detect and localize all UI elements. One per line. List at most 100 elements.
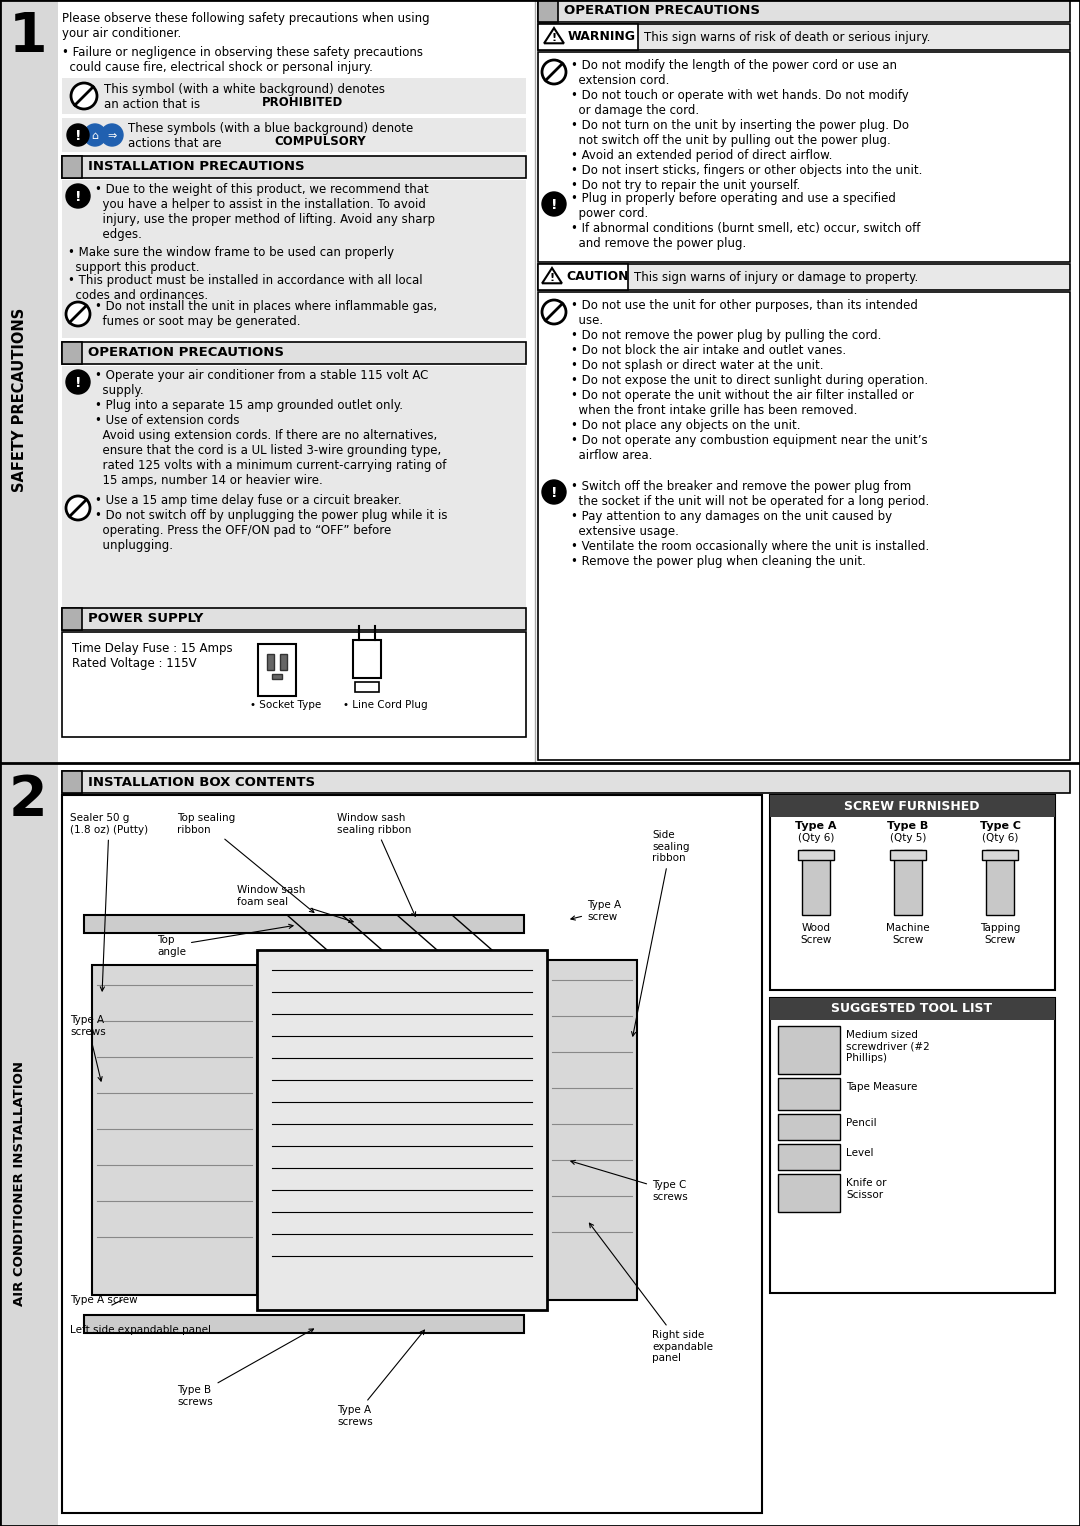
- Bar: [890, 850, 926, 861]
- Text: Time Delay Fuse : 15 Amps
Rated Voltage : 115V: Time Delay Fuse : 15 Amps Rated Voltage …: [72, 642, 232, 670]
- Text: OPERATION PRECAUTIONS: OPERATION PRECAUTIONS: [564, 5, 760, 17]
- Text: SAFETY PRECAUTIONS: SAFETY PRECAUTIONS: [13, 308, 27, 491]
- Bar: [62, 795, 762, 1512]
- Bar: [92, 964, 257, 1296]
- Text: • Due to the weight of this product, we recommend that
  you have a helper to as: • Due to the weight of this product, we …: [95, 183, 435, 241]
- Text: Type A: Type A: [795, 821, 837, 832]
- Bar: [538, 24, 1070, 50]
- Text: WARNING: WARNING: [568, 31, 636, 44]
- Text: CAUTION: CAUTION: [566, 270, 629, 284]
- Bar: [62, 78, 526, 114]
- Bar: [798, 850, 834, 861]
- Text: Type A
screws: Type A screws: [70, 1015, 106, 1080]
- Text: Type A
screw: Type A screw: [571, 900, 621, 922]
- Text: Side
sealing
ribbon: Side sealing ribbon: [632, 830, 689, 1036]
- Text: Type B: Type B: [888, 821, 929, 832]
- Text: Type C
screws: Type C screws: [571, 1160, 688, 1201]
- Circle shape: [66, 369, 90, 394]
- Text: (Qty 6): (Qty 6): [982, 833, 1018, 842]
- Text: • Do not install the unit in places where inflammable gas,
  fumes or soot may b: • Do not install the unit in places wher…: [95, 301, 437, 328]
- Circle shape: [102, 124, 123, 146]
- Circle shape: [84, 124, 106, 146]
- Text: Machine
Screw: Machine Screw: [887, 923, 930, 945]
- Text: ⇒: ⇒: [107, 131, 117, 140]
- Text: Top sealing
ribbon: Top sealing ribbon: [177, 813, 314, 913]
- Circle shape: [542, 301, 566, 324]
- Text: POWER SUPPLY: POWER SUPPLY: [87, 612, 203, 626]
- Text: Medium sized
screwdriver (#2
Phillips): Medium sized screwdriver (#2 Phillips): [846, 1030, 930, 1064]
- Bar: [62, 771, 82, 794]
- Text: These symbols (with a blue background) denote
actions that are: These symbols (with a blue background) d…: [129, 122, 414, 150]
- Bar: [84, 1315, 524, 1334]
- Text: INSTALLATION BOX CONTENTS: INSTALLATION BOX CONTENTS: [87, 775, 315, 789]
- Text: Type B
screws: Type B screws: [177, 1329, 313, 1407]
- Circle shape: [542, 60, 566, 84]
- Bar: [62, 156, 82, 179]
- Polygon shape: [542, 269, 562, 284]
- Text: Knife or
Scissor: Knife or Scissor: [846, 1178, 887, 1199]
- Text: AIR CONDITIONER INSTALLATION: AIR CONDITIONER INSTALLATION: [13, 1061, 27, 1306]
- Text: Wood
Screw: Wood Screw: [800, 923, 832, 945]
- Text: COMPULSORY: COMPULSORY: [274, 134, 366, 148]
- Text: !: !: [75, 130, 81, 143]
- Bar: [62, 366, 526, 617]
- Text: • Operate your air conditioner from a stable 115 volt AC
  supply.
• Plug into a: • Operate your air conditioner from a st…: [95, 369, 446, 487]
- Bar: [62, 342, 82, 365]
- Circle shape: [66, 185, 90, 208]
- Text: SCREW FURNISHED: SCREW FURNISHED: [845, 800, 980, 812]
- Text: OPERATION PRECAUTIONS: OPERATION PRECAUTIONS: [87, 346, 284, 360]
- Circle shape: [66, 496, 90, 520]
- Bar: [538, 0, 1070, 21]
- Text: • This product must be installed in accordance with all local
  codes and ordina: • This product must be installed in acco…: [68, 275, 422, 302]
- Bar: [0, 763, 58, 1526]
- Text: Right side
expandable
panel: Right side expandable panel: [590, 1224, 713, 1363]
- Bar: [894, 850, 922, 916]
- Bar: [62, 156, 526, 179]
- Bar: [770, 998, 1055, 1293]
- Text: 2: 2: [9, 774, 48, 827]
- Bar: [986, 850, 1014, 916]
- Text: • Make sure the window frame to be used can properly
  support this product.: • Make sure the window frame to be used …: [68, 246, 394, 275]
- Bar: [982, 850, 1018, 861]
- Text: Tapping
Screw: Tapping Screw: [980, 923, 1021, 945]
- Text: • Socket Type: • Socket Type: [249, 700, 321, 710]
- Bar: [84, 916, 524, 932]
- Bar: [538, 0, 558, 21]
- Text: • Switch off the breaker and remove the power plug from
  the socket if the unit: • Switch off the breaker and remove the …: [571, 481, 929, 568]
- Bar: [538, 52, 1070, 262]
- Text: Left side expandable panel: Left side expandable panel: [70, 1325, 211, 1335]
- Bar: [538, 291, 1070, 760]
- Text: • Use a 15 amp time delay fuse or a circuit breaker.
• Do not switch off by unpl: • Use a 15 amp time delay fuse or a circ…: [95, 494, 447, 552]
- Circle shape: [66, 302, 90, 327]
- Text: Type A screw: Type A screw: [70, 1296, 137, 1305]
- Circle shape: [71, 82, 97, 108]
- Text: PROHIBITED: PROHIBITED: [262, 96, 343, 108]
- Text: Type C: Type C: [980, 821, 1021, 832]
- Bar: [280, 655, 287, 670]
- Text: SUGGESTED TOOL LIST: SUGGESTED TOOL LIST: [832, 1003, 993, 1015]
- Text: This sign warns of risk of death or serious injury.: This sign warns of risk of death or seri…: [644, 31, 930, 44]
- Bar: [62, 118, 526, 153]
- Bar: [353, 639, 381, 678]
- Text: This sign warns of injury or damage to property.: This sign warns of injury or damage to p…: [634, 270, 918, 284]
- Bar: [62, 342, 526, 365]
- Text: INSTALLATION PRECAUTIONS: INSTALLATION PRECAUTIONS: [87, 160, 305, 174]
- Bar: [770, 795, 1055, 990]
- Bar: [778, 1144, 840, 1170]
- Text: • Do not use the unit for other purposes, than its intended
  use.
• Do not remo: • Do not use the unit for other purposes…: [571, 299, 928, 462]
- Text: • Failure or negligence in observing these safety precautions
  could cause fire: • Failure or negligence in observing the…: [62, 46, 423, 73]
- Bar: [258, 644, 296, 696]
- Bar: [802, 850, 831, 916]
- Text: • Plug in properly before operating and use a specified
  power cord.
• If abnor: • Plug in properly before operating and …: [571, 192, 920, 250]
- Bar: [62, 771, 1070, 794]
- Bar: [778, 1025, 840, 1074]
- Text: !: !: [551, 485, 557, 501]
- Bar: [778, 1077, 840, 1109]
- Text: !: !: [75, 375, 81, 391]
- Text: Level: Level: [846, 1148, 874, 1158]
- Text: Pencil: Pencil: [846, 1119, 877, 1128]
- Text: Sealer 50 g
(1.8 oz) (Putty): Sealer 50 g (1.8 oz) (Putty): [70, 813, 148, 990]
- Text: Type A
screws: Type A screws: [337, 1331, 424, 1427]
- Bar: [62, 607, 526, 630]
- Circle shape: [542, 192, 566, 217]
